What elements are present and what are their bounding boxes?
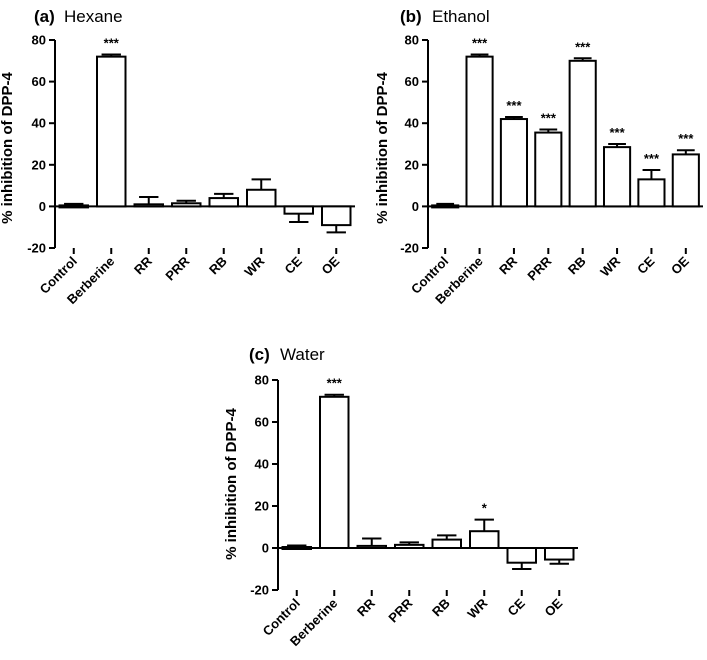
bar-b [499, 118, 528, 208]
x-category-label-a: RR [131, 253, 155, 277]
x-category-label-a: PRR [162, 253, 192, 283]
panel-a-title: Hexane [64, 7, 123, 26]
bar-c [394, 543, 425, 549]
significance-label-b: *** [609, 125, 625, 140]
panel-hexane: (a) Hexane % inhibition of DPP-4 -20 0 20 4… [0, 7, 355, 307]
y-tick-label-b: 60 [405, 74, 419, 89]
panel-water: (c) Water % inhibition of DPP-4 -20 0 20 40… [223, 345, 578, 649]
x-category-label-a: WR [241, 253, 267, 279]
panel-a-tag: (a) [34, 7, 55, 26]
bar-b [465, 55, 494, 208]
bar-a [96, 55, 127, 208]
y-tick-label-a: 60 [32, 74, 46, 89]
bar-c [469, 530, 500, 550]
significance-label-b: *** [575, 39, 591, 54]
bar-c [319, 395, 350, 549]
bar-a [283, 205, 314, 215]
y-tick-label-c: 20 [255, 499, 269, 514]
y-tick-label-a: 80 [32, 33, 46, 48]
y-tick-label-a: 20 [32, 157, 46, 172]
x-category-label-b: PRR [524, 253, 554, 283]
x-category-label-a: CE [281, 253, 305, 277]
bar-a [321, 205, 352, 227]
bar-a [246, 188, 277, 208]
y-tick-label-c: -20 [250, 583, 269, 598]
panel-c-title: Water [280, 345, 325, 364]
y-tick-label-b: 80 [405, 33, 419, 48]
y-axis-label-b: % inhibition of DPP-4 [374, 72, 391, 224]
bar-b [637, 178, 666, 208]
y-tick-label-a: 40 [32, 116, 46, 131]
y-axis-label-a: % inhibition of DPP-4 [0, 72, 16, 224]
bar-a [133, 203, 164, 208]
y-tick-label-a: 0 [39, 199, 46, 214]
panel-c-tag: (c) [249, 345, 270, 364]
bar-c [506, 547, 537, 564]
significance-label-a: *** [104, 36, 120, 51]
bar-c [431, 538, 462, 549]
panel-ethanol: (b) Ethanol % inhibition of DPP-4 -20 0 20… [374, 7, 703, 307]
x-category-label-c: CE [504, 595, 528, 619]
x-category-label-a: RB [206, 254, 230, 278]
x-category-label-b: RR [496, 253, 520, 277]
significance-label-b: *** [541, 110, 557, 125]
y-tick-label-c: 0 [262, 541, 269, 556]
bar-b [603, 146, 632, 208]
x-category-label-c: WR [464, 595, 490, 621]
panel-b-title: Ethanol [432, 7, 490, 26]
x-category-label-c: RB [429, 596, 453, 620]
x-category-label-b: WR [597, 253, 623, 279]
x-category-label-c: PRR [385, 595, 415, 625]
significance-label-b: *** [644, 151, 660, 166]
significance-label-b: *** [506, 98, 522, 113]
y-tick-label-b: -20 [400, 241, 419, 256]
y-tick-label-c: 80 [255, 373, 269, 388]
x-category-label-b: RB [565, 254, 589, 278]
y-axis-label-c: % inhibition of DPP-4 [223, 408, 240, 560]
x-category-label-a: OE [318, 253, 342, 277]
bar-b [534, 131, 563, 208]
bar-c [356, 544, 387, 550]
x-category-label-b: CE [634, 253, 658, 277]
significance-label-b: *** [472, 36, 488, 51]
panel-b-tag: (b) [400, 7, 422, 26]
significance-label-b: *** [678, 131, 694, 146]
x-category-label-b: OE [668, 253, 692, 277]
significance-label-c: * [482, 501, 488, 516]
bar-b [568, 59, 597, 208]
bar-a [171, 202, 202, 208]
bar-a [208, 197, 239, 208]
y-tick-label-a: -20 [27, 241, 46, 256]
y-tick-label-c: 60 [255, 415, 269, 430]
y-tick-label-c: 40 [255, 457, 269, 472]
bar-c [544, 547, 575, 561]
significance-label-c: *** [327, 376, 343, 391]
y-tick-label-b: 40 [405, 116, 419, 131]
x-category-label-c: RR [354, 595, 378, 619]
x-category-label-c: OE [541, 595, 565, 619]
y-tick-label-b: 0 [412, 199, 419, 214]
y-tick-label-b: 20 [405, 157, 419, 172]
bar-b [671, 153, 700, 208]
